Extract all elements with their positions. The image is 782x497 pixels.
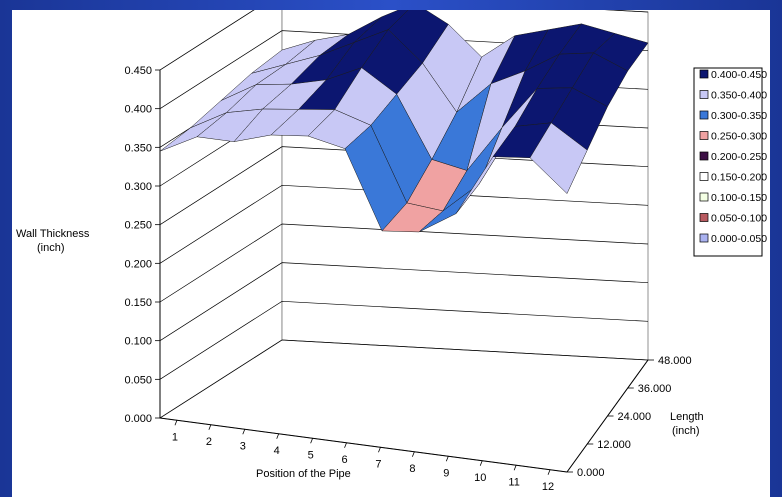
x-tick-mark [513, 465, 517, 471]
legend-swatch [699, 192, 709, 202]
legend-label: 0.250-0.300 [711, 131, 767, 143]
legend-label: 0.050-0.100 [711, 213, 767, 225]
gridline [159, 339, 649, 419]
depth-axis-title-line2: (inch) [672, 425, 700, 437]
depth-tick-label: 0.000 [577, 467, 605, 479]
x-tick-label: 11 [508, 476, 519, 488]
surface-patch [529, 122, 588, 195]
legend-label: 0.350-0.400 [711, 90, 767, 102]
x-tick-label: 6 [341, 454, 347, 466]
y-tick-label: 0.450 [124, 65, 152, 77]
legend-swatch [699, 90, 709, 99]
x-tick-mark [378, 447, 381, 453]
legend-label: 0.200-0.250 [711, 151, 767, 163]
y-axis-tick-labels: 0.000 0.050 0.100 0.150 0.200 0.250 0.300 0.350… [124, 65, 152, 425]
x-tick-label: 5 [308, 449, 314, 461]
y-tick-label: 0.350 [124, 142, 152, 154]
y-tick-label: 0.400 [124, 104, 152, 116]
legend-swatch [699, 151, 709, 161]
x-tick-mark [310, 438, 313, 444]
gridline [159, 184, 649, 264]
y-tick-label: 0.100 [124, 336, 152, 348]
x-tick-label: 7 [375, 458, 381, 470]
surface-chart: 0.000 0.050 0.100 0.150 0.200 0.250 0.300 0.350… [16, 10, 767, 493]
legend-swatch [699, 233, 709, 243]
legend-swatch [699, 110, 709, 120]
x-tick-mark [479, 460, 483, 466]
legend-label: 0.400-0.450 [711, 69, 767, 81]
x-tick-mark [412, 451, 415, 457]
gridline [159, 146, 649, 225]
y-tick-label: 0.200 [124, 258, 152, 270]
depth-tick-label: 12.000 [597, 439, 631, 451]
x-tick-label: 2 [206, 436, 212, 448]
gridline [159, 300, 649, 380]
gridline [159, 223, 649, 303]
x-axis-line [159, 417, 568, 473]
legend: 0.400-0.450 0.350-0.400 0.300-0.350 0.250-0… [693, 67, 767, 257]
chart-panel: 0.000 0.050 0.100 0.150 0.200 0.250 0.300 0.350… [12, 10, 770, 497]
y-tick-label: 0.050 [124, 374, 152, 386]
y-tick-label: 0.250 [124, 220, 152, 232]
x-tick-mark [276, 433, 280, 439]
y-tick-label: 0.150 [124, 297, 152, 309]
legend-swatch [699, 131, 709, 140]
x-tick-mark [344, 442, 347, 448]
x-tick-label: 1 [172, 431, 178, 443]
surface-plot [159, 10, 649, 233]
depth-tick-label: 24.000 [618, 411, 652, 423]
depth-axis-tick-labels: 0.000 12.000 24.000 36.000 48.000 [577, 355, 692, 479]
x-axis-tick-labels: 1 2 3 4 5 6 7 8 9 10 11 12 [172, 431, 554, 493]
legend-label: 0.300-0.350 [711, 110, 767, 122]
gridline [159, 262, 649, 341]
legend-label: 0.150-0.200 [711, 172, 767, 184]
x-tick-mark [445, 456, 449, 462]
x-tick-label: 4 [274, 445, 280, 457]
legend-swatch [699, 69, 709, 79]
x-tick-mark [174, 420, 178, 426]
legend-label: 0.000-0.050 [711, 233, 767, 245]
depth-tick-label: 48.000 [658, 355, 692, 367]
depth-tick-label: 36.000 [638, 383, 672, 395]
x-tick-mark [208, 424, 212, 430]
x-axis-title: Position of the Pipe [256, 468, 351, 480]
y-tick-label: 0.000 [124, 413, 152, 425]
legend-swatch [699, 172, 709, 181]
x-tick-label: 8 [409, 463, 415, 475]
y-tick-label: 0.300 [124, 181, 152, 193]
y-axis-title-line1: Wall Thickness [16, 228, 90, 240]
gridline [159, 10, 649, 71]
x-tick-label: 3 [240, 440, 246, 452]
y-axis-title-line2: (inch) [37, 242, 65, 254]
x-tick-label: 9 [443, 467, 449, 479]
legend-swatch [699, 213, 709, 222]
legend-label: 0.100-0.150 [711, 192, 767, 204]
x-tick-label: 10 [474, 472, 486, 484]
depth-axis-title-line1: Length [670, 411, 704, 423]
x-tick-label: 12 [542, 481, 554, 493]
x-tick-mark [242, 429, 246, 435]
axes [159, 70, 654, 475]
x-tick-mark [547, 469, 551, 475]
